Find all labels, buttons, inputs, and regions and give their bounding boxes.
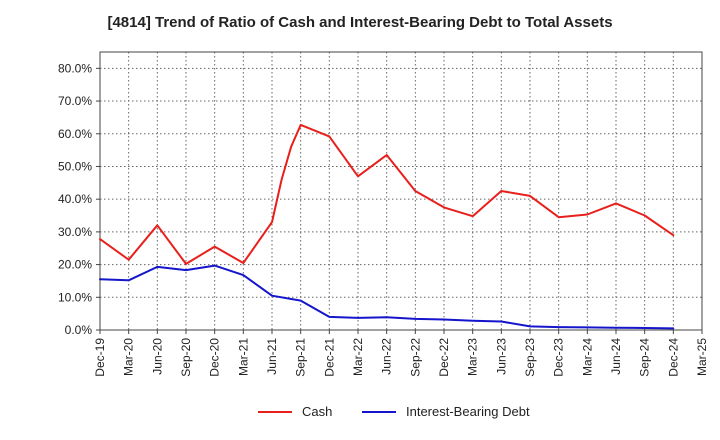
series-line-cash [99,123,675,265]
series-line-interest-bearing-debt [99,264,675,330]
x-tick-label: Dec-22 [437,338,451,377]
axis-ticks: Dec-19 Mar-20 Jun-20 Sep-20 Dec-20 Mar-21 Jun-… [58,61,709,376]
legend-label: Interest-Bearing Debt [406,404,530,419]
legend-item: Cash [258,404,332,419]
y-tick-label: 10.0% [58,290,92,304]
x-tick-label: Mar-25 [695,338,709,376]
x-tick-label: Mar-20 [122,338,136,376]
x-tick-label: Mar-23 [466,338,480,376]
x-tick-label: Jun-24 [609,338,623,375]
x-tick-label: Mar-21 [236,338,250,376]
series-lines [99,123,675,330]
legend: Cash Interest-Bearing Debt [0,404,720,426]
y-tick-label: 0.0% [65,323,93,337]
x-tick-label: Jun-21 [265,338,279,375]
grid-lines [100,52,702,330]
x-tick-label: Mar-22 [351,338,365,376]
x-tick-label: Sep-22 [408,338,422,377]
x-tick-label: Mar-24 [580,338,594,376]
y-tick-label: 30.0% [58,225,92,239]
x-tick-label: Dec-21 [322,338,336,377]
plot-area-frame [99,51,703,331]
legend-item: Interest-Bearing Debt [362,404,530,419]
y-tick-label: 80.0% [58,61,92,75]
y-tick-label: 70.0% [58,94,92,108]
chart-title: [4814] Trend of Ratio of Cash and Intere… [107,14,613,31]
x-tick-label: Sep-20 [179,338,193,377]
x-tick-label: Sep-21 [294,338,308,377]
x-tick-label: Dec-19 [93,338,107,377]
x-tick-label: Sep-24 [638,338,652,377]
x-tick-label: Sep-23 [523,338,537,377]
x-tick-label: Dec-24 [666,338,680,377]
x-tick-label: Jun-20 [150,338,164,375]
x-tick-label: Jun-22 [380,338,394,375]
y-tick-label: 20.0% [58,258,92,272]
y-tick-label: 60.0% [58,127,92,141]
x-tick-label: Dec-23 [552,338,566,377]
x-tick-label: Jun-23 [494,338,508,375]
y-tick-label: 40.0% [58,192,92,206]
x-tick-label: Dec-20 [208,338,222,377]
y-tick-label: 50.0% [58,159,92,173]
legend-label: Cash [302,404,333,419]
legend-swatch [362,410,396,413]
legend-swatch [258,410,292,413]
